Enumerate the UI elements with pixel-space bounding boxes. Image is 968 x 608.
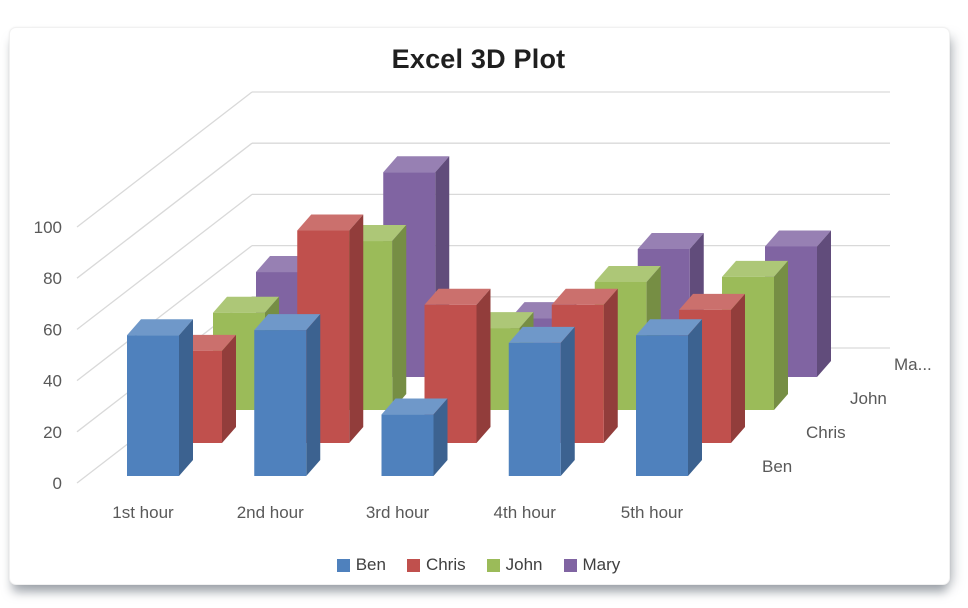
legend-item-ben: Ben xyxy=(336,555,386,575)
legend-swatch-mary xyxy=(563,558,577,572)
legend-item-mary: Mary xyxy=(563,555,621,575)
bar-ben-4th-hour-front-face xyxy=(508,342,561,476)
bar-ben-4th-hour-top-face xyxy=(508,326,575,343)
bar-chris-2nd-hour-top-face xyxy=(297,214,364,231)
bar-chris-4th-hour-top-face xyxy=(551,288,618,305)
bar-john-5th-hour-top-face xyxy=(722,260,788,277)
legend-item-john: John xyxy=(486,555,543,575)
y-axis-tick-label: 0 xyxy=(53,474,62,493)
bar-chris-1st-hour-side-face xyxy=(222,334,236,443)
legend-swatch-chris xyxy=(406,558,420,572)
bar-john-1st-hour-top-face xyxy=(213,296,279,313)
gridline-sidewall-100 xyxy=(76,91,253,228)
bar-chris-3rd-hour-top-face xyxy=(424,288,491,305)
category-label-4th-hour: 4th hour xyxy=(494,503,557,522)
legend-swatch-ben xyxy=(336,558,350,572)
bar-ben-4th-hour-side-face xyxy=(560,326,575,476)
chart-title: Excel 3D Plot xyxy=(391,44,566,74)
gridline-sidewall-60 xyxy=(76,193,253,330)
bar-ben-5th-hour-front-face xyxy=(636,335,688,476)
bar-mary-2nd-hour-top-face xyxy=(383,156,450,173)
legend-label-mary: Mary xyxy=(582,555,621,574)
bar-ben-5th-hour-top-face xyxy=(636,319,702,336)
bar-mary-5th-hour-side-face xyxy=(817,230,831,377)
gridline-sidewall-40 xyxy=(76,245,253,382)
gridline-sidewall-80 xyxy=(76,142,253,279)
legend-swatch-john xyxy=(486,558,500,572)
y-axis-tick-label: 20 xyxy=(43,423,62,442)
bar-john-2nd-hour-side-face xyxy=(392,225,407,410)
legend-label-chris: Chris xyxy=(425,555,466,574)
bar-ben-2nd-hour-side-face xyxy=(306,314,321,476)
bar-chris-4th-hour-side-face xyxy=(603,288,618,443)
legend-label-john: John xyxy=(505,555,543,574)
bar-john-4th-hour-top-face xyxy=(594,266,661,282)
bar-chris-5th-hour-side-face xyxy=(731,293,745,443)
legend: Ben Chris John Mary xyxy=(9,552,948,578)
y-axis-tick-label: 100 xyxy=(34,218,62,237)
y-axis-tick-label: 40 xyxy=(43,372,62,391)
depth-axis-label-john: John xyxy=(850,389,887,408)
bar-ben-1st-hour-front-face xyxy=(127,335,179,476)
category-label-1st-hour: 1st hour xyxy=(112,503,174,522)
bar-ben-3rd-hour-top-face xyxy=(381,398,448,415)
bar-chris-3rd-hour-side-face xyxy=(476,288,491,443)
bar-chris-5th-hour-top-face xyxy=(679,293,745,310)
bar-chris-2nd-hour-side-face xyxy=(349,214,364,443)
bar-john-5th-hour-side-face xyxy=(774,260,788,410)
bar-ben-1st-hour-side-face xyxy=(179,319,193,476)
bar-mary-4th-hour-top-face xyxy=(637,233,704,249)
category-label-5th-hour: 5th hour xyxy=(621,503,684,522)
bar-ben-2nd-hour-top-face xyxy=(254,314,321,331)
legend-label-ben: Ben xyxy=(355,555,386,574)
depth-axis-label-ben: Ben xyxy=(762,457,792,476)
y-axis-tick-label: 80 xyxy=(43,269,62,288)
depth-axis-label-chris: Chris xyxy=(806,423,846,442)
category-label-3rd-hour: 3rd hour xyxy=(366,503,430,522)
legend-item-chris: Chris xyxy=(406,555,466,575)
bar-ben-5th-hour-side-face xyxy=(688,319,702,476)
y-axis-tick-label: 60 xyxy=(43,320,62,339)
bar-mary-5th-hour-top-face xyxy=(765,230,831,247)
category-label-2nd-hour: 2nd hour xyxy=(237,503,304,522)
bar-ben-2nd-hour-front-face xyxy=(254,330,307,476)
depth-axis-label-ma-: Ma... xyxy=(894,355,932,374)
bar-ben-3rd-hour-front-face xyxy=(381,414,434,476)
bar-ben-1st-hour-top-face xyxy=(127,319,193,336)
bar-ben-3rd-hour-side-face xyxy=(433,398,448,476)
